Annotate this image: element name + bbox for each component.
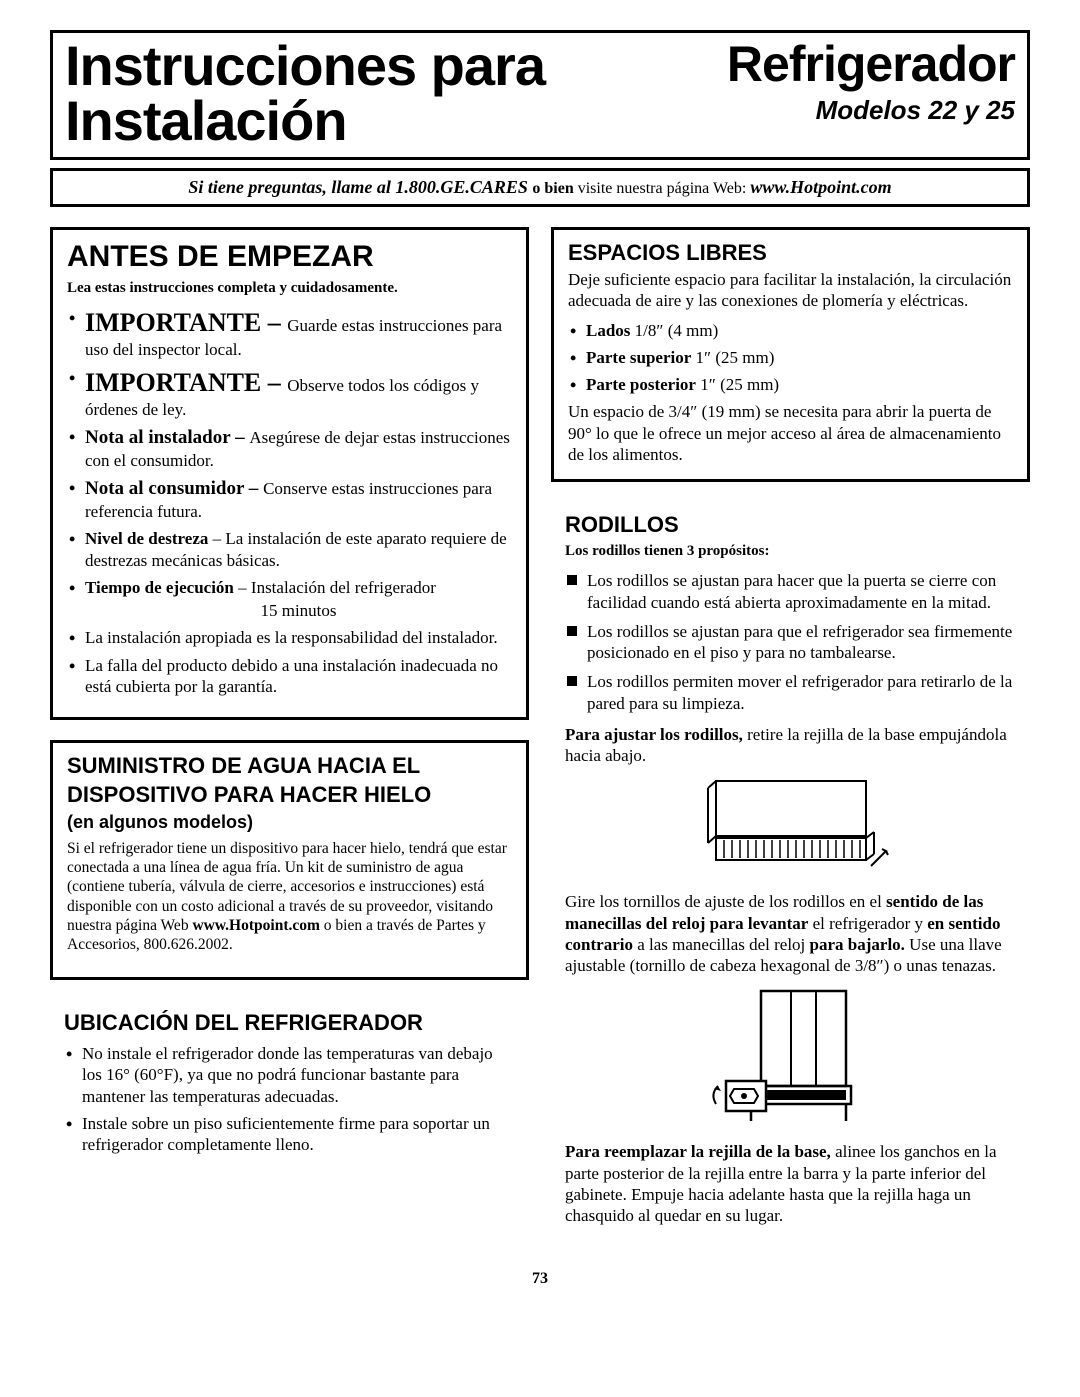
title-header: Instrucciones para Instalación Refrigera… (50, 30, 1030, 160)
contact-url: www.Hotpoint.com (750, 177, 891, 197)
antes-item-3: Nota al instalador – Asegúrese de dejar … (67, 426, 512, 471)
tiempo-value: 15 minutos (85, 600, 512, 621)
contact-mid: visite nuestra página Web: (578, 180, 751, 197)
contact-mid-small: o bien (532, 180, 577, 197)
nivel-label: Nivel de destreza (85, 529, 213, 548)
right-column: ESPACIOS LIBRES Deje suficiente espacio … (551, 227, 1030, 1261)
figure-roller-adjust (565, 986, 1016, 1131)
contact-bar: Si tiene preguntas, llame al 1.800.GE.CA… (50, 168, 1030, 207)
rod-list: Los rodillos se ajustan para hacer que l… (565, 570, 1016, 714)
section-ubicacion: UBICACIÓN DEL REFRIGERADOR No instale el… (50, 1000, 529, 1176)
section-antes: ANTES DE EMPEZAR Lea estas instrucciones… (50, 227, 529, 720)
esp-l3a: Parte posterior (586, 375, 696, 394)
esp-item-2: Parte superior 1″ (25 mm) (568, 347, 1013, 368)
rod-p3a: Para reemplazar la rejilla de la base, (565, 1142, 831, 1161)
rod-title: RODILLOS (565, 512, 1016, 537)
antes-item-5: Nivel de destreza – La instalación de es… (67, 528, 512, 571)
agua-url: www.Hotpoint.com (192, 917, 319, 934)
section-agua: SUMINISTRO DE AGUA HACIA EL DISPOSITIVO … (50, 740, 529, 980)
rod-item-3: Los rodillos permiten mover el refrigera… (565, 671, 1016, 714)
esp-item-1: Lados 1/8″ (4 mm) (568, 320, 1013, 341)
imp-2: IMPORTANTE – (85, 368, 287, 397)
rod-item-2: Los rodillos se ajustan para que el refr… (565, 621, 1016, 664)
esp-list: Lados 1/8″ (4 mm) Parte superior 1″ (25 … (568, 320, 1013, 396)
product-name: Refrigerador (727, 39, 1015, 89)
antes-item-4: Nota al consumidor – Conserve estas inst… (67, 477, 512, 522)
contact-prefix: Si tiene preguntas, llame al 1.800.GE.CA… (188, 177, 532, 197)
rod-p1: Para ajustar los rodillos, retire la rej… (565, 724, 1016, 767)
section-espacios: ESPACIOS LIBRES Deje suficiente espacio … (551, 227, 1030, 482)
rod-p1a: Para ajustar los rodillos, (565, 725, 743, 744)
title-line2: Instalación (65, 94, 707, 149)
nota-inst: Nota al instalador – (85, 427, 249, 448)
tiempo-text: – Instalación del refrigerador (238, 578, 436, 597)
rod-p3: Para reemplazar la rejilla de la base, a… (565, 1141, 1016, 1226)
ubic-item-1: No instale el refrigerador donde las tem… (64, 1043, 515, 1107)
esp-l3b: 1″ (25 mm) (696, 375, 779, 394)
agua-sub: (en algunos modelos) (67, 812, 512, 833)
rod-p2e: a las manecillas del reloj (633, 935, 810, 954)
imp-1: IMPORTANTE – (85, 308, 287, 337)
antes-item-7: La instalación apropiada es la responsab… (67, 627, 512, 648)
esp-intro: Deje suficiente espacio para facilitar l… (568, 269, 1013, 312)
antes-item-2: IMPORTANTE – Observe todos los códigos y… (67, 367, 512, 421)
antes-item-8: La falla del producto debido a una insta… (67, 655, 512, 698)
rod-p2c: el refrigerador y (808, 914, 927, 933)
section-rodillos: RODILLOS Los rodillos tienen 3 propósito… (551, 502, 1030, 1240)
grille-illustration (676, 776, 906, 876)
esp-l2b: 1″ (25 mm) (691, 348, 774, 367)
agua-body: Si el refrigerador tiene un dispositivo … (67, 839, 512, 955)
antes-item-6: Tiempo de ejecución – Instalación del re… (67, 577, 512, 622)
nota-cons: Nota al consumidor – (85, 478, 263, 499)
antes-list: IMPORTANTE – Guarde estas instrucciones … (67, 307, 512, 697)
page-number: 73 (50, 1270, 1030, 1288)
antes-lead: Lea estas instrucciones completa y cuida… (67, 280, 512, 297)
esp-after: Un espacio de 3/4″ (19 mm) se necesita p… (568, 401, 1013, 465)
rod-p2: Gire los tornillos de ajuste de los rodi… (565, 891, 1016, 976)
left-column: ANTES DE EMPEZAR Lea estas instrucciones… (50, 227, 529, 1261)
rod-p2a: Gire los tornillos de ajuste de los rodi… (565, 892, 886, 911)
antes-title: ANTES DE EMPEZAR (67, 240, 512, 274)
esp-item-3: Parte posterior 1″ (25 mm) (568, 374, 1013, 395)
ubic-list: No instale el refrigerador donde las tem… (64, 1043, 515, 1155)
agua-title-2: DISPOSITIVO PARA HACER HIELO (67, 782, 512, 807)
esp-l1a: Lados (586, 321, 630, 340)
title-right: Refrigerador Modelos 22 y 25 (707, 39, 1015, 149)
title-left: Instrucciones para Instalación (65, 39, 707, 149)
rod-sub: Los rodillos tienen 3 propósitos: (565, 543, 1016, 560)
roller-illustration (706, 986, 876, 1126)
content-columns: ANTES DE EMPEZAR Lea estas instrucciones… (50, 227, 1030, 1261)
antes-item-1: IMPORTANTE – Guarde estas instrucciones … (67, 307, 512, 361)
agua-title-1: SUMINISTRO DE AGUA HACIA EL (67, 753, 512, 778)
title-line1: Instrucciones para (65, 39, 707, 94)
model-line: Modelos 22 y 25 (727, 95, 1015, 126)
esp-l2a: Parte superior (586, 348, 691, 367)
tiempo-label: Tiempo de ejecución (85, 578, 238, 597)
ubic-title: UBICACIÓN DEL REFRIGERADOR (64, 1010, 515, 1035)
figure-base-grille (565, 776, 1016, 881)
esp-l1b: 1/8″ (4 mm) (630, 321, 718, 340)
rod-p2f: para bajarlo. (810, 935, 905, 954)
rod-item-1: Los rodillos se ajustan para hacer que l… (565, 570, 1016, 613)
esp-title: ESPACIOS LIBRES (568, 240, 1013, 265)
ubic-item-2: Instale sobre un piso suficientemente fi… (64, 1113, 515, 1156)
